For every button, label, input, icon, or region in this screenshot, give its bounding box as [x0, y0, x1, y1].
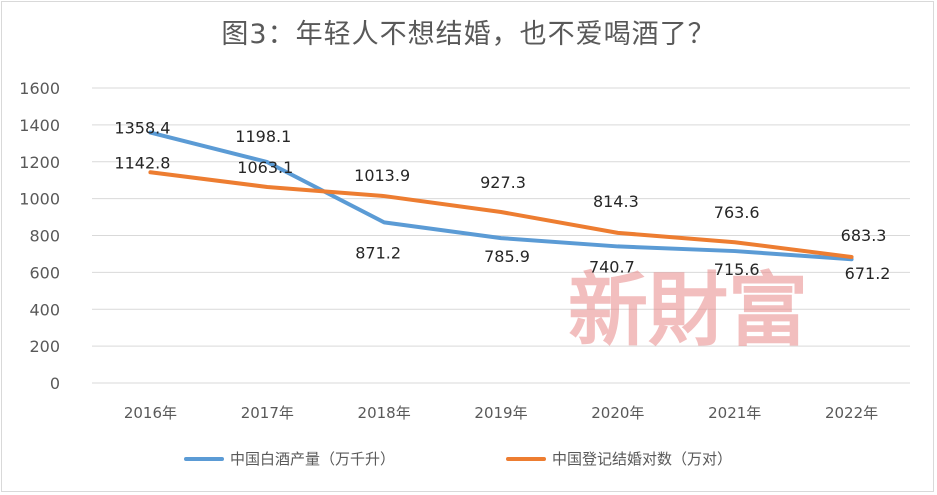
y-tick-label: 1600 [19, 79, 60, 98]
y-tick-label: 400 [29, 300, 60, 319]
y-tick-label: 200 [29, 337, 60, 356]
y-axis: 0 200 400 600 800 1000 1200 1400 1600 [19, 79, 60, 393]
data-label: 683.3 [841, 226, 887, 245]
data-label: 763.6 [714, 203, 760, 222]
data-label: 1063.1 [237, 158, 293, 177]
x-axis: 2016年 2017年 2018年 2019年 2020年 2021年 2022年 [124, 404, 878, 422]
y-tick-label: 1400 [19, 116, 60, 135]
data-label: 1142.8 [114, 153, 170, 172]
data-label: 715.6 [714, 260, 760, 279]
data-label: 785.9 [484, 247, 530, 266]
series-line-2 [148, 170, 854, 260]
legend: 中国白酒产量（万千升） 中国登记结婚对数（万对） [184, 450, 732, 468]
y-tick-label: 600 [29, 263, 60, 282]
data-label: 814.3 [593, 192, 639, 211]
x-tick-label: 2020年 [591, 404, 644, 422]
x-tick-label: 2016年 [124, 404, 177, 422]
legend-label-1: 中国白酒产量（万千升） [230, 450, 395, 468]
data-label: 927.3 [480, 173, 526, 192]
data-label: 671.2 [845, 264, 891, 283]
gridlines [92, 87, 910, 384]
x-tick-label: 2019年 [474, 404, 527, 422]
y-tick-label: 0 [50, 374, 60, 393]
data-label: 1198.1 [235, 127, 291, 146]
series-lines [148, 130, 854, 262]
x-tick-label: 2022年 [825, 404, 878, 422]
x-tick-label: 2018年 [358, 404, 411, 422]
data-label: 871.2 [355, 243, 401, 262]
data-label: 740.7 [589, 257, 635, 276]
watermark: 新財富 [568, 263, 808, 357]
x-tick-label: 2021年 [708, 404, 761, 422]
data-label: 1358.4 [114, 119, 170, 138]
legend-label-2: 中国登记结婚对数（万对） [552, 450, 732, 468]
y-tick-label: 800 [29, 227, 60, 246]
chart-title: 图3：年轻人不想结婚，也不爱喝酒了？ [221, 19, 716, 50]
y-tick-label: 1000 [19, 190, 60, 209]
data-label: 1013.9 [354, 166, 410, 185]
x-tick-label: 2017年 [241, 404, 294, 422]
series-line-1 [148, 130, 854, 262]
y-tick-label: 1200 [19, 153, 60, 172]
data-labels: 1358.4 1198.1 871.2 785.9 740.7 715.6 671.2 114… [114, 119, 890, 284]
